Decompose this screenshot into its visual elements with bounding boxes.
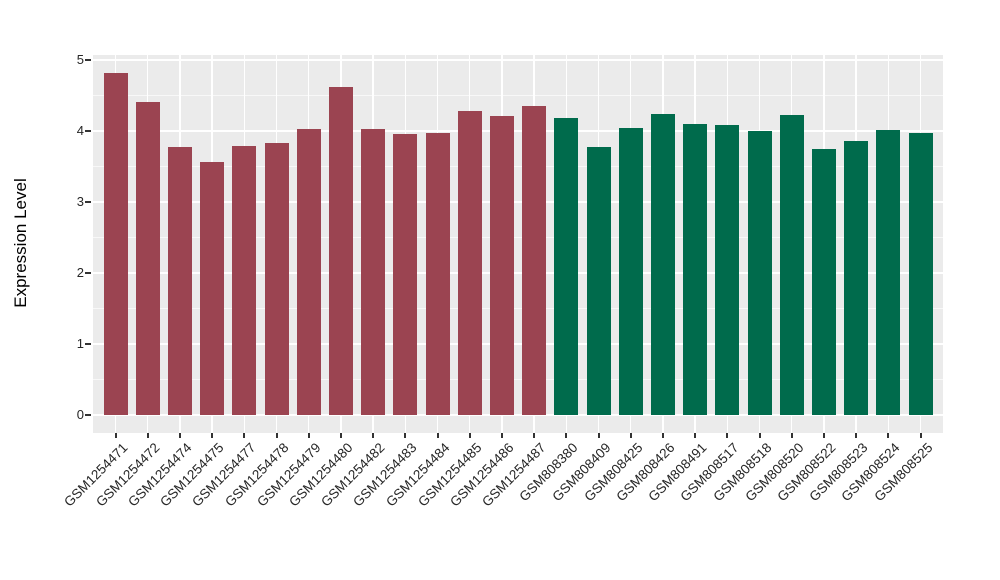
bar-GSM1254482	[361, 129, 386, 415]
plot-panel	[93, 55, 943, 433]
y-tick	[85, 58, 91, 61]
bar-GSM808522	[811, 149, 836, 415]
x-tick	[275, 433, 278, 438]
y-minor-gridline	[93, 307, 943, 309]
bar-GSM808520	[779, 114, 804, 415]
y-tick	[85, 129, 91, 132]
y-tick-label: 1	[76, 335, 84, 351]
x-tick	[114, 433, 117, 438]
x-tick	[694, 433, 697, 438]
x-tick	[887, 433, 890, 438]
bar-GSM808524	[876, 129, 901, 415]
bar-GSM1254480	[328, 87, 353, 415]
bar-GSM808409	[586, 146, 611, 415]
y-tick	[85, 342, 91, 345]
x-tick	[758, 433, 761, 438]
x-tick	[339, 433, 342, 438]
x-tick	[597, 433, 600, 438]
x-tick	[178, 433, 181, 438]
bar-GSM1254471	[103, 73, 128, 415]
bar-GSM1254484	[425, 132, 450, 415]
y-tick-label: 2	[76, 264, 84, 280]
y-axis-title: Expression Level	[11, 178, 30, 308]
bar-GSM808491	[683, 123, 708, 415]
y-major-gridline	[93, 129, 943, 132]
x-tick	[919, 433, 922, 438]
y-tick	[85, 200, 91, 203]
x-tick	[404, 433, 407, 438]
y-major-gridline	[93, 271, 943, 274]
x-tick	[468, 433, 471, 438]
x-tick	[790, 433, 793, 438]
x-tick	[565, 433, 568, 438]
bar-GSM808525	[908, 132, 933, 415]
bar-GSM1254487	[522, 105, 547, 415]
bar-GSM1254475	[200, 161, 225, 415]
x-tick	[211, 433, 214, 438]
bar-GSM808380	[554, 117, 579, 415]
x-tick	[661, 433, 664, 438]
y-minor-gridline	[93, 236, 943, 238]
bar-GSM808426	[650, 114, 675, 415]
x-tick	[243, 433, 246, 438]
bar-GSM1254474	[167, 146, 192, 415]
bar-GSM1254472	[135, 102, 160, 415]
y-minor-gridline	[93, 94, 943, 96]
bar-GSM808518	[747, 131, 772, 415]
bar-GSM808523	[844, 141, 869, 415]
y-major-gridline	[93, 342, 943, 345]
x-tick	[307, 433, 310, 438]
bar-GSM1254483	[393, 134, 418, 415]
y-minor-gridline	[93, 165, 943, 167]
y-tick-label: 3	[76, 193, 84, 209]
y-tick-label: 4	[76, 122, 84, 138]
x-tick	[533, 433, 536, 438]
bar-GSM808425	[618, 128, 643, 415]
x-tick	[146, 433, 149, 438]
bar-GSM1254478	[264, 143, 289, 415]
bar-GSM1254479	[296, 129, 321, 415]
bar-GSM1254477	[232, 145, 257, 415]
y-major-gridline	[93, 58, 943, 61]
bar-GSM1254486	[489, 116, 514, 415]
y-tick-label: 0	[76, 407, 84, 422]
x-tick	[629, 433, 632, 438]
x-tick	[436, 433, 439, 438]
y-tick	[85, 414, 91, 416]
y-tick-label: 5	[76, 51, 84, 67]
x-tick	[855, 433, 858, 438]
x-tick	[726, 433, 729, 438]
x-tick	[500, 433, 503, 438]
y-tick	[85, 271, 91, 274]
y-major-gridline	[93, 414, 943, 416]
bar-GSM1254485	[457, 110, 482, 415]
x-tick	[372, 433, 375, 438]
bar-GSM808517	[715, 124, 740, 415]
x-tick	[822, 433, 825, 438]
y-major-gridline	[93, 200, 943, 203]
y-minor-gridline	[93, 378, 943, 380]
